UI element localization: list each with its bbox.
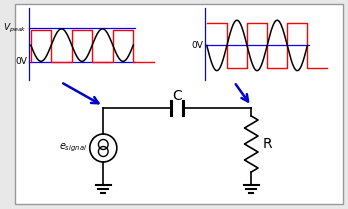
Text: $e_{signal}$: $e_{signal}$ <box>59 142 87 154</box>
Text: 0V: 0V <box>15 57 27 66</box>
Text: 0V: 0V <box>191 41 203 50</box>
Text: $V_{peak}$: $V_{peak}$ <box>3 22 27 35</box>
FancyBboxPatch shape <box>15 4 343 204</box>
Text: R: R <box>263 137 272 151</box>
Text: C: C <box>172 89 182 103</box>
